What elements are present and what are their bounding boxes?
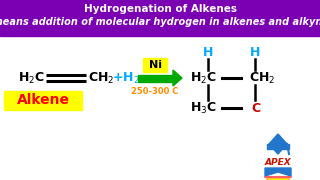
Text: It means addition of molecular hydrogen in alkenes and alkynes.: It means addition of molecular hydrogen …	[0, 17, 320, 27]
Bar	[138, 75, 174, 82]
Text: CH$_2$: CH$_2$	[88, 70, 114, 85]
Bar	[0, 0, 320, 36]
Text: H: H	[203, 46, 213, 58]
Bar	[267, 144, 289, 149]
Text: Hydrogenation of Alkenes: Hydrogenation of Alkenes	[84, 4, 236, 14]
Text: CH$_2$: CH$_2$	[249, 70, 276, 85]
Text: Alkene: Alkene	[17, 93, 69, 107]
Text: APEX: APEX	[265, 158, 292, 167]
Text: C: C	[251, 102, 260, 114]
Text: Ni: Ni	[148, 60, 162, 70]
Text: H$_3$C: H$_3$C	[190, 100, 217, 116]
Polygon shape	[265, 168, 291, 176]
Polygon shape	[173, 70, 182, 86]
Text: +H$_2$: +H$_2$	[112, 70, 140, 85]
Text: H$_2$C: H$_2$C	[190, 70, 217, 85]
Text: 250-300 C: 250-300 C	[131, 87, 179, 96]
Bar	[4, 91, 82, 110]
Bar	[143, 58, 167, 72]
Text: H: H	[250, 46, 260, 58]
Text: H$_2$C: H$_2$C	[18, 70, 45, 85]
Polygon shape	[269, 134, 287, 154]
